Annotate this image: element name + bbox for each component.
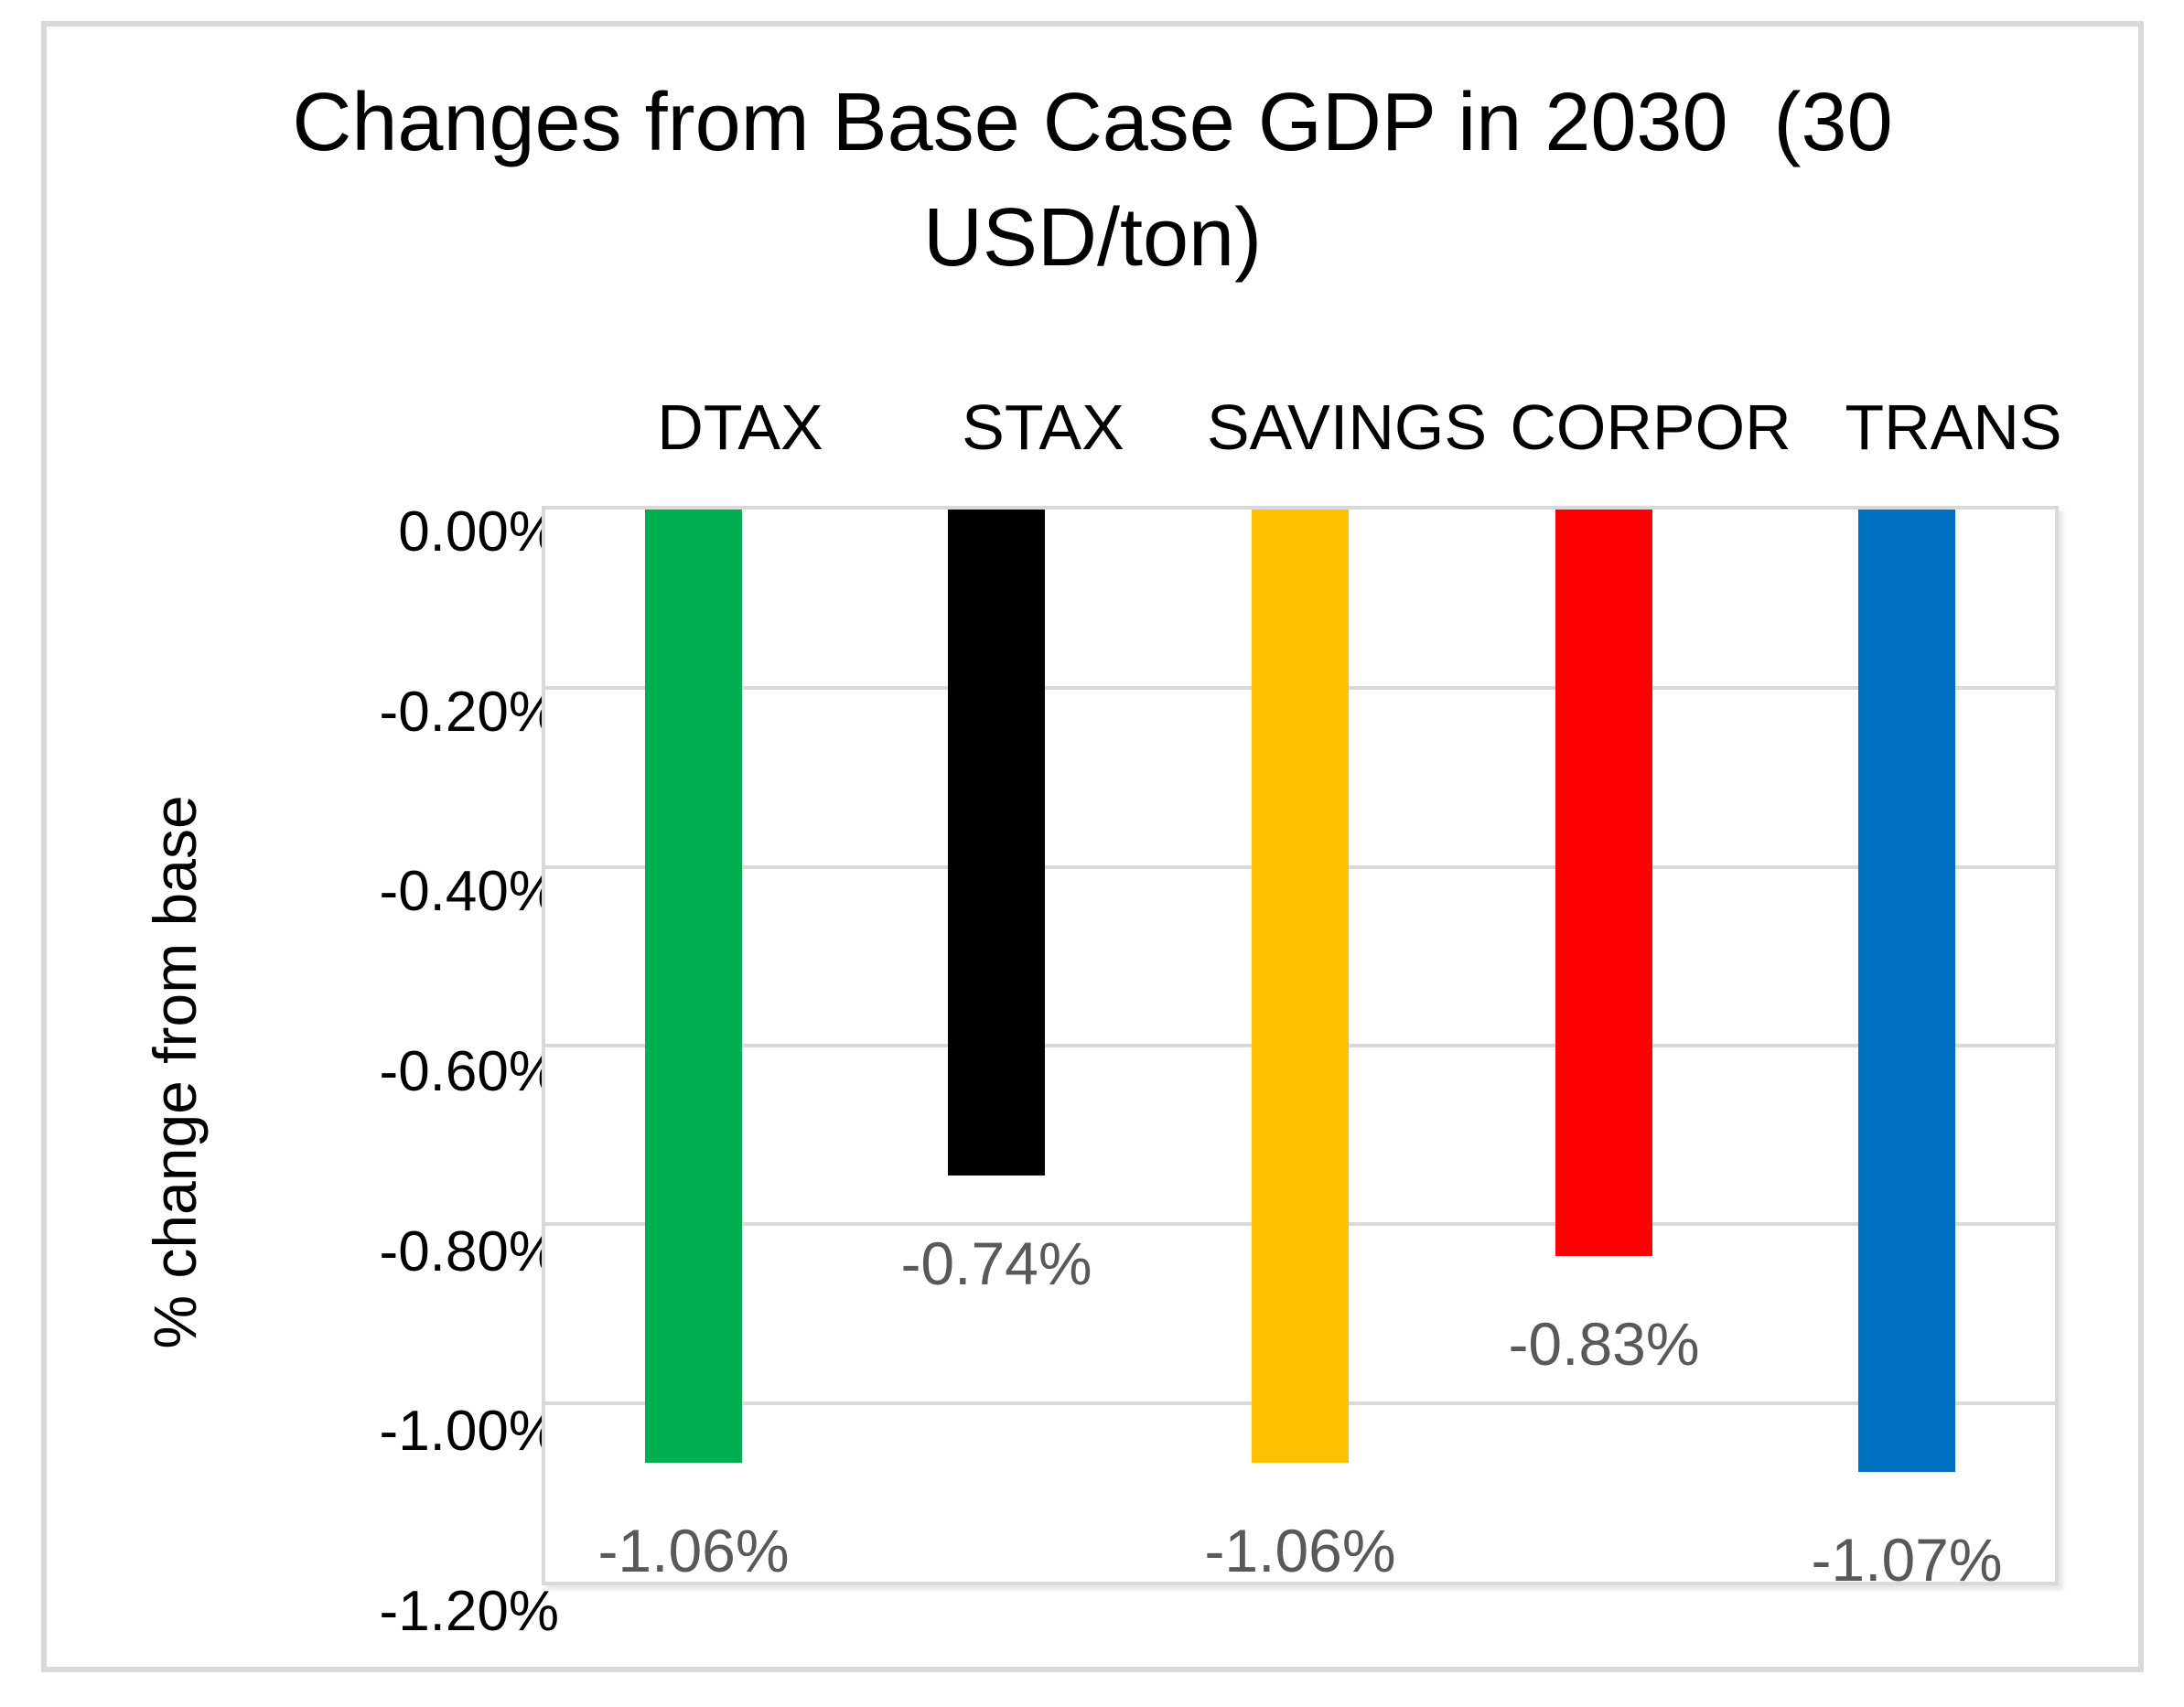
data-label-savings: -1.06%: [1204, 1517, 1396, 1584]
data-label-trans: -1.07%: [1811, 1526, 2003, 1594]
chart-title-line-2: USD/ton): [922, 192, 1263, 284]
bar-savings: [1252, 510, 1349, 1463]
chart-title-line-1: Changes from Base Case GDP in 2030 (30: [292, 77, 1893, 168]
plot-area: -1.06% -0.74% -1.06% -0.83% -1.07%: [542, 506, 2059, 1594]
data-label-dtax: -1.06%: [597, 1517, 790, 1584]
data-label-stax: -0.74%: [900, 1229, 1092, 1297]
category-label-trans: TRANS: [1845, 392, 2062, 463]
y-tick-label-4: -0.80%: [379, 1220, 559, 1283]
bar-trans: [1858, 510, 1955, 1472]
bar-dtax: [645, 510, 742, 1463]
y-tick-label-3: -0.60%: [379, 1040, 559, 1103]
category-label-savings: SAVINGS: [1206, 392, 1488, 463]
data-label-corpor: -0.83%: [1508, 1310, 1700, 1378]
y-tick-label-1: -0.20%: [379, 681, 559, 744]
y-tick-label-5: -1.00%: [379, 1400, 559, 1463]
bar-stax: [948, 510, 1045, 1176]
category-label-dtax: DTAX: [657, 392, 823, 463]
category-label-corpor: CORPOR: [1510, 392, 1791, 463]
category-label-stax: STAX: [962, 392, 1124, 463]
bar-corpor: [1555, 510, 1652, 1256]
y-tick-label-0: 0.00%: [398, 500, 559, 564]
chart-title: Changes from Base Case GDP in 2030 (30 U…: [47, 65, 2138, 295]
y-tick-label-6: -1.20%: [379, 1580, 559, 1643]
y-tick-label-2: -0.40%: [379, 860, 559, 923]
